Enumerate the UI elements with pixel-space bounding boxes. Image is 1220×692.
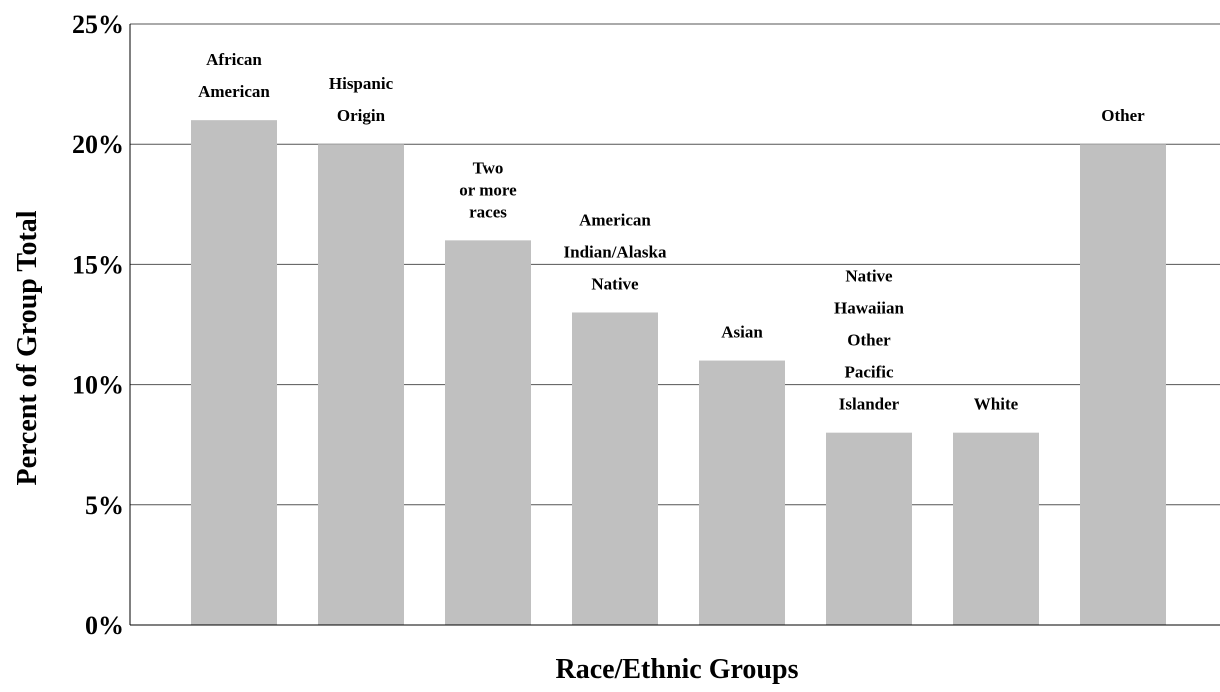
category-labels: African American Hispanic Origin Two or more r… xyxy=(198,50,1145,414)
bar xyxy=(572,312,658,625)
gridlines xyxy=(130,23,1220,506)
category-label: White xyxy=(974,395,1019,414)
x-axis-title: Race/Ethnic Groups xyxy=(556,654,799,685)
category-label: American Indian/Alaska Native xyxy=(564,210,667,293)
bar xyxy=(1080,144,1166,625)
category-label: Other xyxy=(1101,106,1145,125)
y-axis-title: Percent of Group Total xyxy=(12,210,43,485)
y-tick-label: 25% xyxy=(72,10,124,39)
y-tick-labels: 0% 5% 10% 15% 20% 25% xyxy=(72,10,124,640)
bar xyxy=(318,144,404,625)
category-label: African American xyxy=(198,50,270,101)
y-tick-label: 20% xyxy=(72,130,124,159)
category-label: Native Hawaiian Other Pacific Islander xyxy=(834,267,904,414)
bar xyxy=(191,120,277,625)
y-tick-label: 15% xyxy=(72,250,124,279)
y-tick-label: 10% xyxy=(72,371,124,400)
axes xyxy=(129,24,1220,626)
bar xyxy=(826,432,912,625)
y-tick-label: 0% xyxy=(85,611,124,640)
category-label: Hispanic Origin xyxy=(329,74,394,125)
bar xyxy=(445,240,531,626)
category-label: Two or more races xyxy=(459,158,517,221)
category-label: Asian xyxy=(721,323,763,342)
bars xyxy=(191,120,1166,626)
bar xyxy=(699,360,785,625)
bar xyxy=(953,432,1039,625)
y-tick-label: 5% xyxy=(85,491,124,520)
